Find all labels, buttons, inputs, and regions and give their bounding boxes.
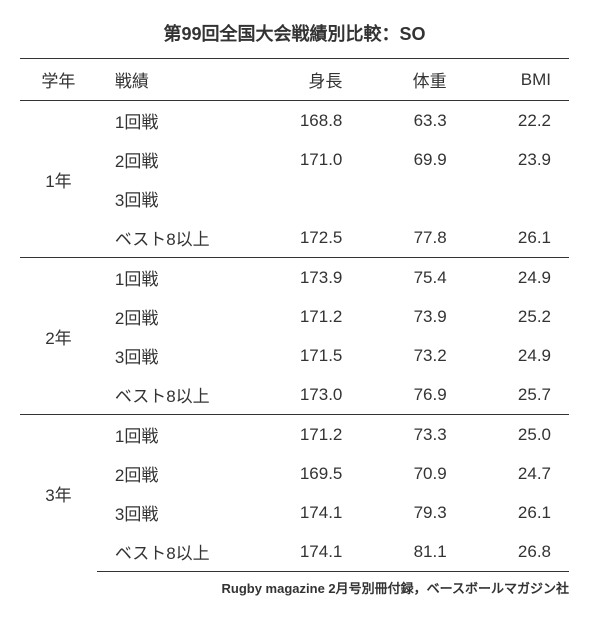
table-row: 3回戦: [20, 179, 569, 218]
bmi-cell: 25.0: [465, 415, 569, 455]
stats-table: 学年 戦績 身長 体重 BMI 1年1回戦168.863.322.22回戦171…: [20, 58, 569, 572]
weight-cell: [360, 179, 464, 218]
weight-cell: 69.9: [360, 140, 464, 179]
bmi-cell: 22.2: [465, 101, 569, 141]
table-title: 第99回全国大会戦績別比較：SO: [20, 20, 569, 46]
table-row: 1年1回戦168.863.322.2: [20, 101, 569, 141]
result-cell: 2回戦: [97, 297, 251, 336]
table-row: 3回戦174.179.326.1: [20, 493, 569, 532]
result-cell: 3回戦: [97, 336, 251, 375]
table-row: ベスト8以上174.181.126.8: [20, 532, 569, 572]
height-cell: 174.1: [251, 532, 361, 572]
height-cell: 172.5: [251, 218, 361, 258]
height-cell: 171.0: [251, 140, 361, 179]
bmi-cell: 24.7: [465, 454, 569, 493]
col-weight: 体重: [360, 59, 464, 101]
result-cell: ベスト8以上: [97, 218, 251, 258]
height-cell: [251, 179, 361, 218]
bmi-cell: [465, 179, 569, 218]
weight-cell: 73.2: [360, 336, 464, 375]
weight-cell: 77.8: [360, 218, 464, 258]
result-cell: 2回戦: [97, 140, 251, 179]
col-result: 戦績: [97, 59, 251, 101]
table-row: 2回戦171.273.925.2: [20, 297, 569, 336]
weight-cell: 73.3: [360, 415, 464, 455]
height-cell: 171.2: [251, 297, 361, 336]
result-cell: 1回戦: [97, 101, 251, 141]
table-row: ベスト8以上173.076.925.7: [20, 375, 569, 415]
weight-cell: 75.4: [360, 258, 464, 298]
col-grade: 学年: [20, 59, 97, 101]
weight-cell: 81.1: [360, 532, 464, 572]
weight-cell: 70.9: [360, 454, 464, 493]
table-row: ベスト8以上172.577.826.1: [20, 218, 569, 258]
source-credit: Rugby magazine 2月号別冊付録，ベースボールマガジン社: [20, 578, 569, 597]
height-cell: 173.9: [251, 258, 361, 298]
height-cell: 171.5: [251, 336, 361, 375]
result-cell: 3回戦: [97, 179, 251, 218]
bmi-cell: 24.9: [465, 258, 569, 298]
result-cell: 3回戦: [97, 493, 251, 532]
result-cell: 1回戦: [97, 415, 251, 455]
result-cell: ベスト8以上: [97, 375, 251, 415]
col-height: 身長: [251, 59, 361, 101]
result-cell: ベスト8以上: [97, 532, 251, 572]
result-cell: 2回戦: [97, 454, 251, 493]
height-cell: 168.8: [251, 101, 361, 141]
table-row: 2回戦169.570.924.7: [20, 454, 569, 493]
bmi-cell: 24.9: [465, 336, 569, 375]
height-cell: 173.0: [251, 375, 361, 415]
header-row: 学年 戦績 身長 体重 BMI: [20, 59, 569, 101]
grade-cell: 1年: [20, 101, 97, 258]
table-row: 3年1回戦171.273.325.0: [20, 415, 569, 455]
result-cell: 1回戦: [97, 258, 251, 298]
bmi-cell: 26.1: [465, 218, 569, 258]
weight-cell: 63.3: [360, 101, 464, 141]
height-cell: 171.2: [251, 415, 361, 455]
bmi-cell: 25.7: [465, 375, 569, 415]
col-bmi: BMI: [465, 59, 569, 101]
weight-cell: 76.9: [360, 375, 464, 415]
bmi-cell: 23.9: [465, 140, 569, 179]
table-row: 2年1回戦173.975.424.9: [20, 258, 569, 298]
table-row: 2回戦171.069.923.9: [20, 140, 569, 179]
weight-cell: 73.9: [360, 297, 464, 336]
bmi-cell: 26.1: [465, 493, 569, 532]
bmi-cell: 25.2: [465, 297, 569, 336]
weight-cell: 79.3: [360, 493, 464, 532]
height-cell: 169.5: [251, 454, 361, 493]
table-row: 3回戦171.573.224.9: [20, 336, 569, 375]
height-cell: 174.1: [251, 493, 361, 532]
grade-cell: 3年: [20, 415, 97, 572]
bmi-cell: 26.8: [465, 532, 569, 572]
grade-cell: 2年: [20, 258, 97, 415]
